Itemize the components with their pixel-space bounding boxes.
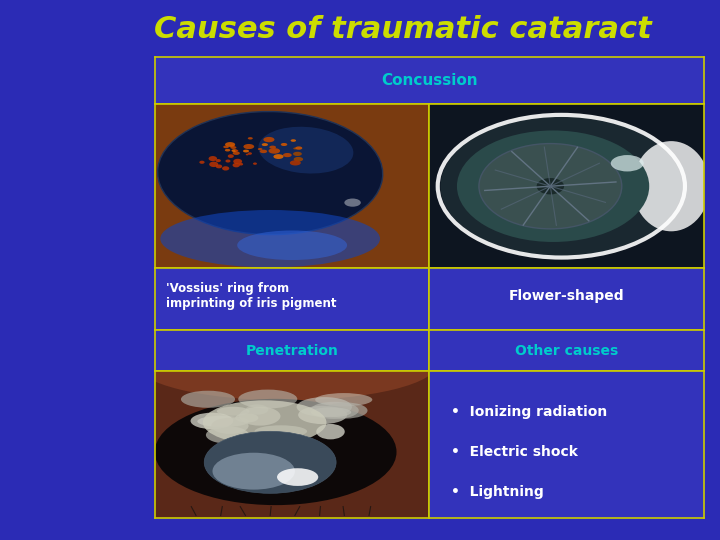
Ellipse shape bbox=[232, 149, 238, 152]
Ellipse shape bbox=[135, 327, 438, 400]
Ellipse shape bbox=[611, 155, 644, 172]
Ellipse shape bbox=[212, 453, 295, 490]
Ellipse shape bbox=[230, 146, 236, 149]
Text: •  Lightning: • Lightning bbox=[451, 485, 544, 499]
Ellipse shape bbox=[233, 163, 240, 167]
Ellipse shape bbox=[239, 407, 281, 426]
Ellipse shape bbox=[223, 146, 229, 148]
Ellipse shape bbox=[316, 424, 345, 440]
Ellipse shape bbox=[225, 142, 235, 147]
Ellipse shape bbox=[215, 165, 222, 168]
Ellipse shape bbox=[158, 112, 383, 235]
Ellipse shape bbox=[310, 402, 359, 419]
Text: Concussion: Concussion bbox=[381, 73, 478, 88]
Ellipse shape bbox=[264, 137, 274, 142]
Ellipse shape bbox=[457, 131, 649, 242]
Ellipse shape bbox=[248, 137, 253, 139]
Ellipse shape bbox=[633, 141, 710, 231]
Ellipse shape bbox=[228, 154, 234, 158]
Ellipse shape bbox=[238, 438, 282, 448]
Ellipse shape bbox=[297, 397, 352, 417]
Ellipse shape bbox=[210, 161, 218, 167]
Ellipse shape bbox=[269, 146, 276, 149]
Ellipse shape bbox=[233, 159, 242, 164]
Ellipse shape bbox=[243, 144, 254, 149]
Text: 'Vossius' ring from
imprinting of iris pigment: 'Vossius' ring from imprinting of iris p… bbox=[166, 282, 336, 310]
Ellipse shape bbox=[199, 161, 204, 164]
Text: •  Electric shock: • Electric shock bbox=[451, 445, 578, 459]
Ellipse shape bbox=[441, 117, 682, 256]
Ellipse shape bbox=[294, 157, 303, 161]
Ellipse shape bbox=[204, 431, 336, 494]
Ellipse shape bbox=[211, 418, 248, 434]
Ellipse shape bbox=[479, 144, 622, 229]
Ellipse shape bbox=[283, 153, 292, 157]
Ellipse shape bbox=[536, 178, 564, 194]
Ellipse shape bbox=[255, 426, 307, 437]
Ellipse shape bbox=[243, 150, 249, 152]
Ellipse shape bbox=[246, 154, 248, 156]
Ellipse shape bbox=[235, 150, 238, 152]
Ellipse shape bbox=[258, 148, 263, 150]
Text: Flower-shaped: Flower-shaped bbox=[509, 289, 625, 303]
Ellipse shape bbox=[277, 468, 318, 486]
Ellipse shape bbox=[295, 146, 302, 150]
Ellipse shape bbox=[197, 416, 249, 427]
Ellipse shape bbox=[235, 413, 258, 423]
Ellipse shape bbox=[298, 406, 347, 424]
Text: Other causes: Other causes bbox=[516, 343, 618, 357]
Ellipse shape bbox=[215, 159, 221, 162]
Ellipse shape bbox=[324, 402, 367, 418]
Ellipse shape bbox=[222, 166, 229, 171]
Ellipse shape bbox=[248, 152, 252, 155]
Ellipse shape bbox=[290, 160, 301, 165]
Ellipse shape bbox=[246, 404, 269, 415]
Ellipse shape bbox=[155, 399, 397, 505]
Ellipse shape bbox=[181, 391, 235, 408]
Ellipse shape bbox=[239, 163, 243, 166]
Ellipse shape bbox=[262, 143, 268, 146]
Ellipse shape bbox=[269, 148, 280, 154]
Ellipse shape bbox=[274, 154, 284, 159]
Ellipse shape bbox=[253, 163, 257, 165]
Ellipse shape bbox=[291, 139, 296, 142]
Ellipse shape bbox=[161, 210, 380, 267]
Ellipse shape bbox=[260, 150, 267, 153]
Text: •  Ionizing radiation: • Ionizing radiation bbox=[451, 405, 608, 419]
Ellipse shape bbox=[281, 143, 287, 146]
Text: Causes of traumatic cataract: Causes of traumatic cataract bbox=[154, 15, 652, 44]
Ellipse shape bbox=[266, 433, 312, 453]
Ellipse shape bbox=[230, 145, 235, 147]
Ellipse shape bbox=[238, 389, 297, 409]
Ellipse shape bbox=[203, 400, 326, 444]
Ellipse shape bbox=[206, 427, 249, 444]
Ellipse shape bbox=[191, 413, 233, 429]
Ellipse shape bbox=[209, 156, 217, 161]
Ellipse shape bbox=[225, 149, 230, 152]
Ellipse shape bbox=[315, 393, 372, 406]
Ellipse shape bbox=[225, 159, 230, 163]
Text: Penetration: Penetration bbox=[246, 343, 338, 357]
Ellipse shape bbox=[311, 407, 351, 417]
Ellipse shape bbox=[293, 147, 297, 150]
Ellipse shape bbox=[258, 127, 354, 173]
Ellipse shape bbox=[344, 199, 361, 207]
Ellipse shape bbox=[233, 151, 240, 155]
Ellipse shape bbox=[237, 231, 347, 260]
Ellipse shape bbox=[217, 407, 250, 416]
Ellipse shape bbox=[293, 152, 302, 156]
